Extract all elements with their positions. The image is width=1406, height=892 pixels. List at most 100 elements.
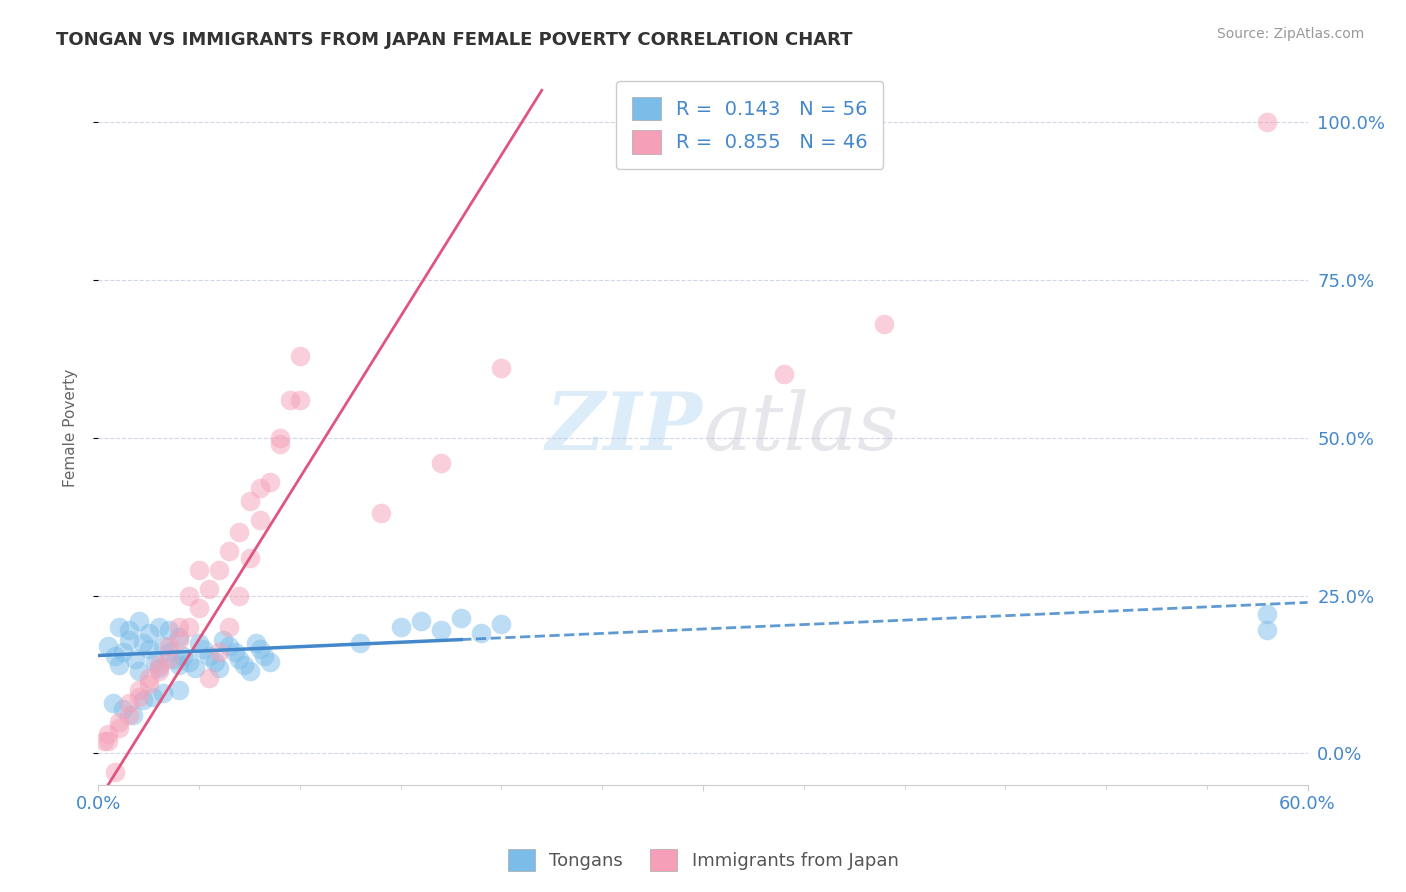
Point xyxy=(204,655,226,669)
Point xyxy=(128,683,150,698)
Point xyxy=(101,696,124,710)
Point xyxy=(249,481,271,495)
Point xyxy=(288,392,311,407)
Point xyxy=(118,708,141,723)
Point xyxy=(179,620,201,634)
Point xyxy=(198,648,221,663)
Point xyxy=(138,626,160,640)
Point xyxy=(157,651,180,665)
Point xyxy=(132,692,155,706)
Point xyxy=(97,733,120,747)
Point xyxy=(239,665,262,679)
Point xyxy=(152,639,174,653)
Point xyxy=(224,645,246,659)
Point xyxy=(157,645,180,659)
Point xyxy=(167,630,190,644)
Point xyxy=(172,648,194,663)
Point xyxy=(118,696,141,710)
Point xyxy=(138,677,160,691)
Point xyxy=(278,392,301,407)
Point xyxy=(218,639,240,653)
Point xyxy=(179,589,201,603)
Point xyxy=(349,636,371,650)
Point xyxy=(179,655,201,669)
Point xyxy=(212,632,235,647)
Point xyxy=(148,657,170,672)
Point xyxy=(157,624,180,638)
Point xyxy=(142,690,165,704)
Point xyxy=(167,683,190,698)
Text: TONGAN VS IMMIGRANTS FROM JAPAN FEMALE POVERTY CORRELATION CHART: TONGAN VS IMMIGRANTS FROM JAPAN FEMALE P… xyxy=(56,31,853,49)
Point xyxy=(128,690,150,704)
Point xyxy=(1256,607,1278,622)
Point xyxy=(218,544,240,558)
Point xyxy=(1256,624,1278,638)
Point xyxy=(249,642,271,657)
Point xyxy=(132,636,155,650)
Point xyxy=(148,665,170,679)
Point xyxy=(208,661,231,675)
Point xyxy=(107,714,129,729)
Point xyxy=(111,702,134,716)
Point xyxy=(450,610,472,624)
Point xyxy=(239,550,262,565)
Point xyxy=(103,648,125,663)
Point xyxy=(269,431,291,445)
Point xyxy=(288,349,311,363)
Point xyxy=(1256,115,1278,129)
Point xyxy=(128,665,150,679)
Point xyxy=(253,648,276,663)
Point xyxy=(97,727,120,741)
Legend: Tongans, Immigrants from Japan: Tongans, Immigrants from Japan xyxy=(501,842,905,879)
Legend: R =  0.143   N = 56, R =  0.855   N = 46: R = 0.143 N = 56, R = 0.855 N = 46 xyxy=(616,81,883,169)
Point xyxy=(157,639,180,653)
Point xyxy=(491,616,513,631)
Point xyxy=(430,456,453,470)
Point xyxy=(409,614,432,628)
Point xyxy=(124,651,146,665)
Point xyxy=(167,620,190,634)
Point xyxy=(167,657,190,672)
Point xyxy=(491,361,513,376)
Point xyxy=(188,563,211,577)
Point xyxy=(193,642,215,657)
Point xyxy=(121,708,143,723)
Point xyxy=(218,620,240,634)
Point xyxy=(370,507,392,521)
Point xyxy=(138,642,160,657)
Y-axis label: Female Poverty: Female Poverty xyxy=(63,369,77,487)
Point xyxy=(184,661,207,675)
Point xyxy=(772,368,794,382)
Point xyxy=(470,626,492,640)
Point xyxy=(148,620,170,634)
Point xyxy=(228,589,250,603)
Point xyxy=(239,493,262,508)
Point xyxy=(198,671,221,685)
Point xyxy=(128,614,150,628)
Point xyxy=(152,686,174,700)
Text: atlas: atlas xyxy=(703,390,898,467)
Point xyxy=(93,733,115,747)
Text: ZIP: ZIP xyxy=(546,390,703,467)
Point xyxy=(188,636,211,650)
Point xyxy=(389,620,412,634)
Point xyxy=(118,624,141,638)
Point xyxy=(249,513,271,527)
Point xyxy=(163,651,186,665)
Point xyxy=(107,620,129,634)
Point xyxy=(232,657,254,672)
Point xyxy=(138,671,160,685)
Point xyxy=(111,645,134,659)
Point xyxy=(167,632,190,647)
Point xyxy=(228,651,250,665)
Point xyxy=(103,765,125,780)
Point xyxy=(107,657,129,672)
Point xyxy=(245,636,267,650)
Point xyxy=(228,525,250,540)
Point xyxy=(118,632,141,647)
Point xyxy=(269,437,291,451)
Point xyxy=(198,582,221,597)
Point xyxy=(208,563,231,577)
Point xyxy=(143,655,166,669)
Point xyxy=(430,624,453,638)
